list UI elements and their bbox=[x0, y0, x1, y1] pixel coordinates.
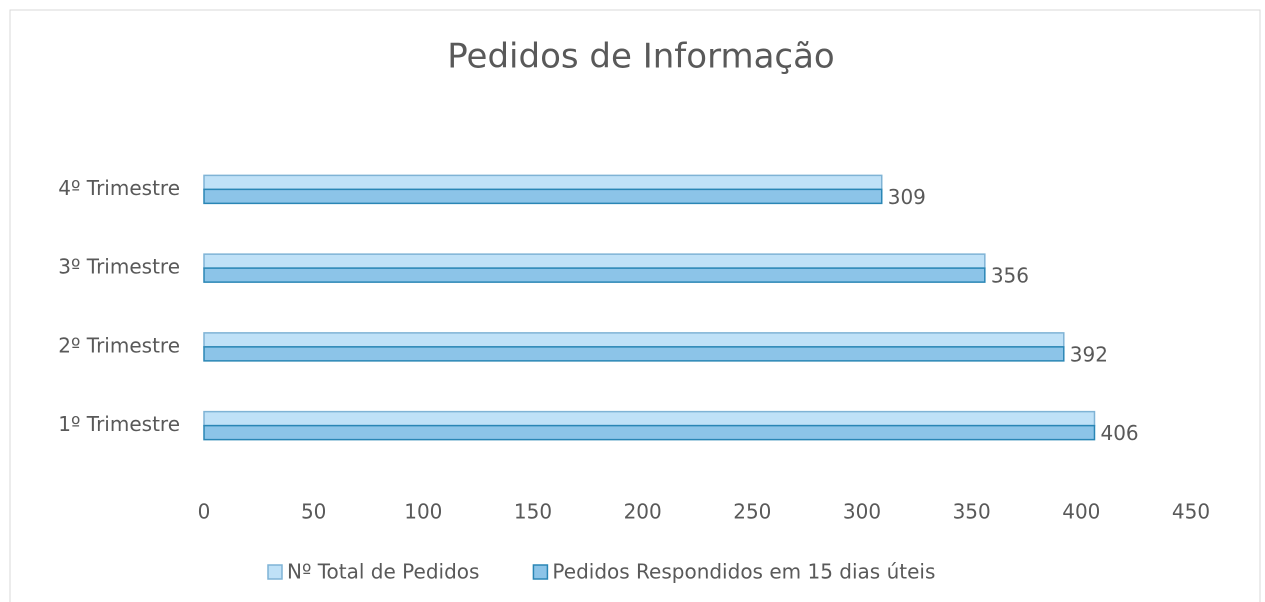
legend-swatch bbox=[532, 564, 549, 580]
x-tick-label: 250 bbox=[733, 500, 771, 524]
y-tick-label: 3º Trimestre bbox=[58, 255, 180, 279]
bar bbox=[203, 253, 986, 269]
x-tick-label: 0 bbox=[198, 500, 211, 524]
y-tick-label: 2º Trimestre bbox=[58, 333, 180, 357]
bar bbox=[203, 346, 1065, 362]
x-tick-label: 150 bbox=[514, 500, 552, 524]
legend-label: Nº Total de Pedidos bbox=[287, 560, 479, 584]
bar bbox=[203, 332, 1065, 348]
chart-title: Pedidos de Informação bbox=[447, 37, 834, 77]
bar bbox=[203, 424, 1096, 441]
legend-swatch bbox=[267, 564, 283, 580]
x-tick-label: 100 bbox=[404, 500, 442, 524]
data-label: 309 bbox=[888, 185, 926, 209]
x-tick-label: 400 bbox=[1062, 500, 1100, 524]
chart-border bbox=[9, 9, 1261, 602]
data-label: 406 bbox=[1100, 421, 1138, 445]
bar bbox=[203, 174, 883, 191]
x-tick-label: 300 bbox=[843, 500, 881, 524]
bar bbox=[203, 267, 986, 283]
bar bbox=[203, 410, 1096, 427]
x-tick-label: 450 bbox=[1172, 500, 1210, 524]
x-tick-label: 350 bbox=[953, 500, 991, 524]
y-tick-label: 1º Trimestre bbox=[58, 412, 180, 436]
data-label: 356 bbox=[991, 264, 1029, 288]
legend-label: Pedidos Respondidos em 15 dias úteis bbox=[552, 560, 935, 584]
data-label: 392 bbox=[1070, 342, 1108, 366]
x-tick-label: 200 bbox=[624, 500, 662, 524]
bar bbox=[203, 188, 883, 205]
x-tick-label: 50 bbox=[301, 500, 326, 524]
y-tick-label: 4º Trimestre bbox=[58, 176, 180, 200]
